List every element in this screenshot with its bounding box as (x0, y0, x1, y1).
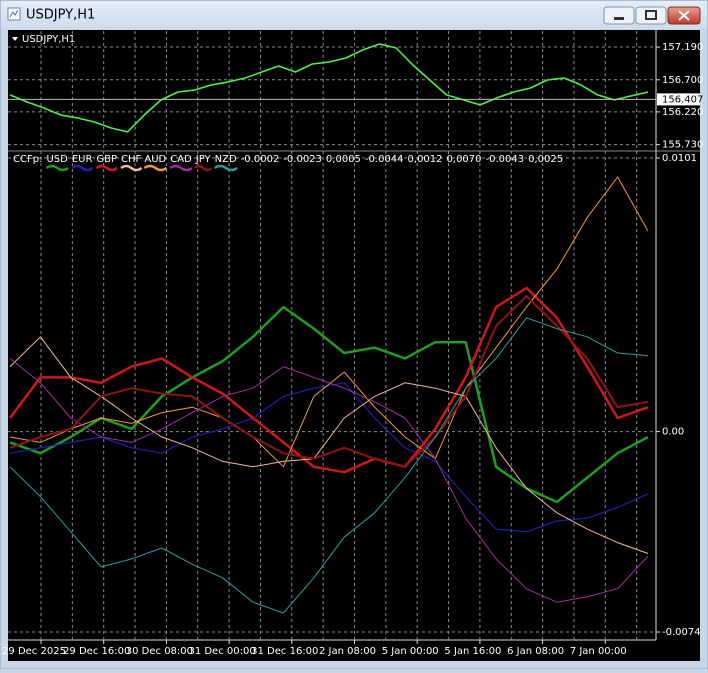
legend-entry: CHF (121, 154, 142, 165)
indicator-name: CCFp: (13, 154, 42, 165)
y-tick-label: -0.0074 (662, 627, 701, 638)
legend-value: -0.0044 (365, 154, 404, 165)
series-line (8, 286, 649, 474)
y-tick-label: 157.190 (662, 42, 703, 53)
series-line (9, 305, 649, 504)
series-line (9, 295, 649, 468)
legend-swatch (95, 164, 118, 172)
indicator-legend: CCFp: USD EUR GBP CHF AUD CAD JPY NZD -0.0002 -0.0… (13, 154, 563, 165)
legend-swatch (120, 164, 143, 172)
x-tick-label: 30 Dec 08:00 (126, 646, 193, 657)
minimize-icon (614, 17, 624, 20)
series-line (9, 336, 649, 554)
x-tick-label: 31 Dec 00:00 (188, 646, 255, 657)
x-tick-label: 6 Jan 08:00 (507, 646, 564, 657)
x-tick-label: 5 Jan 16:00 (444, 646, 501, 657)
legend-entry: CAD (170, 154, 192, 165)
pane-menu-arrow[interactable] (12, 37, 18, 41)
title-bar (1, 1, 707, 29)
legend-entry: GBP (96, 154, 117, 165)
y-tick-label: 155.730 (662, 140, 703, 151)
series-line (9, 358, 649, 603)
app-icon-glyph (9, 9, 19, 18)
legend-swatch (213, 164, 238, 172)
legend-swatch (71, 164, 94, 172)
legend-swatch (45, 164, 69, 172)
x-tick-label: 2 Jan 08:00 (319, 646, 376, 657)
current-price-tag (657, 93, 700, 106)
y-tick-label: 156.700 (662, 75, 703, 86)
minimize-button[interactable] (603, 6, 635, 25)
legend-value: 0,0025 (528, 154, 563, 165)
x-tick-label: 29 Dec 16:00 (63, 646, 130, 657)
series-line (9, 382, 649, 533)
maximize-icon (645, 10, 657, 20)
series-line (9, 317, 649, 614)
legend-value: 0,0005 (326, 154, 361, 165)
legend-entry: JPY (195, 154, 212, 165)
close-icon (678, 10, 690, 21)
legend-value: 0,0070 (447, 154, 482, 165)
legend-value: -0.0002 (241, 154, 280, 165)
x-tick-label: 29 Dec 2025 (2, 646, 66, 657)
maximize-button[interactable] (635, 6, 667, 25)
current-price-label: 156.407 (662, 94, 703, 105)
legend-entry: NZD (215, 154, 237, 165)
legend-entry: AUD (144, 154, 166, 165)
legend-swatch (143, 164, 168, 172)
legend-value: 0,0012 (408, 154, 443, 165)
legend-swatch (193, 164, 213, 172)
legend-value: -0.0023 (283, 154, 322, 165)
legend-swatch (169, 164, 193, 172)
x-tick-label: 7 Jan 00:00 (570, 646, 627, 657)
y-tick-label: 0.00 (662, 427, 684, 438)
y-tick-label: 156.220 (662, 107, 703, 118)
y-tick-label: 0.0101 (662, 153, 697, 164)
legend-entry: EUR (72, 154, 93, 165)
legend-value: -0.0043 (486, 154, 525, 165)
x-tick-label: 5 Jan 00:00 (382, 646, 439, 657)
x-tick-label: 31 Dec 16:00 (251, 646, 318, 657)
series-line (9, 43, 649, 133)
series-line (9, 176, 649, 468)
window-title: USDJPY,H1 (26, 8, 95, 23)
legend-entry: USD (46, 154, 68, 165)
pane-label: USDJPY,H1 (22, 34, 75, 45)
